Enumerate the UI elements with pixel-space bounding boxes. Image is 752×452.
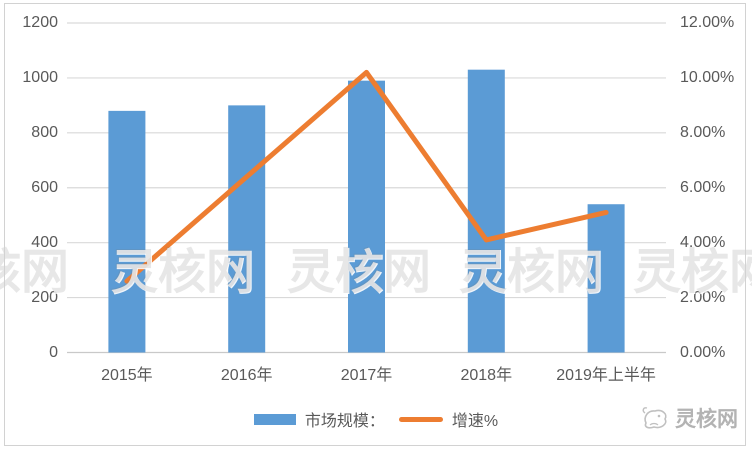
x-axis-label-2015年: 2015年 bbox=[101, 367, 153, 384]
right-axis-tick-6.00%: 6.00% bbox=[680, 178, 726, 196]
x-axis-label-2016年: 2016年 bbox=[220, 367, 273, 384]
left-axis-tick-400: 400 bbox=[31, 233, 58, 251]
growth-line-path bbox=[124, 69, 609, 284]
right-axis-tick-2.00%: 2.00% bbox=[680, 288, 726, 306]
bar-series bbox=[108, 69, 625, 353]
bar-2018年 bbox=[467, 69, 505, 353]
bar-2019年上半年 bbox=[587, 204, 625, 353]
chart-legend: 市场规模： 增速% bbox=[0, 406, 752, 432]
linghewang-logo-text: 灵核网 bbox=[675, 408, 738, 431]
linghewang-logo: 灵核网 bbox=[640, 403, 738, 433]
growth-line bbox=[124, 69, 609, 284]
right-axis-tick-12.00%: 12.00% bbox=[680, 14, 735, 31]
left-axis-tick-0: 0 bbox=[49, 343, 58, 361]
linghewang-logo-icon bbox=[642, 407, 667, 429]
x-axis-label-2019年上半年: 2019年上半年 bbox=[556, 367, 656, 384]
left-axis-tick-1200: 1200 bbox=[22, 14, 58, 31]
left-axis-tick-1000: 1000 bbox=[22, 68, 58, 86]
right-axis-tick-8.00%: 8.00% bbox=[680, 123, 726, 141]
bar-2015年 bbox=[108, 110, 146, 353]
right-axis-tick-4.00%: 4.00% bbox=[680, 233, 726, 251]
right-axis-tick-10.00%: 10.00% bbox=[680, 68, 735, 86]
bar-2017年 bbox=[348, 80, 385, 353]
left-axis-tick-200: 200 bbox=[31, 288, 58, 306]
bar-2016年 bbox=[228, 105, 266, 353]
legend-line-label: 增速% bbox=[451, 413, 499, 430]
legend-bar-label: 市场规模： bbox=[304, 413, 385, 430]
left-axis-tick-600: 600 bbox=[31, 178, 58, 196]
x-axis-label-2018年: 2018年 bbox=[460, 367, 513, 384]
legend-line-swatch bbox=[398, 416, 443, 422]
x-axis-label-2017年: 2017年 bbox=[340, 367, 393, 384]
right-axis-tick-0.00%: 0.00% bbox=[680, 343, 726, 361]
legend-bar-swatch bbox=[253, 413, 296, 425]
left-axis-tick-800: 800 bbox=[31, 123, 58, 141]
